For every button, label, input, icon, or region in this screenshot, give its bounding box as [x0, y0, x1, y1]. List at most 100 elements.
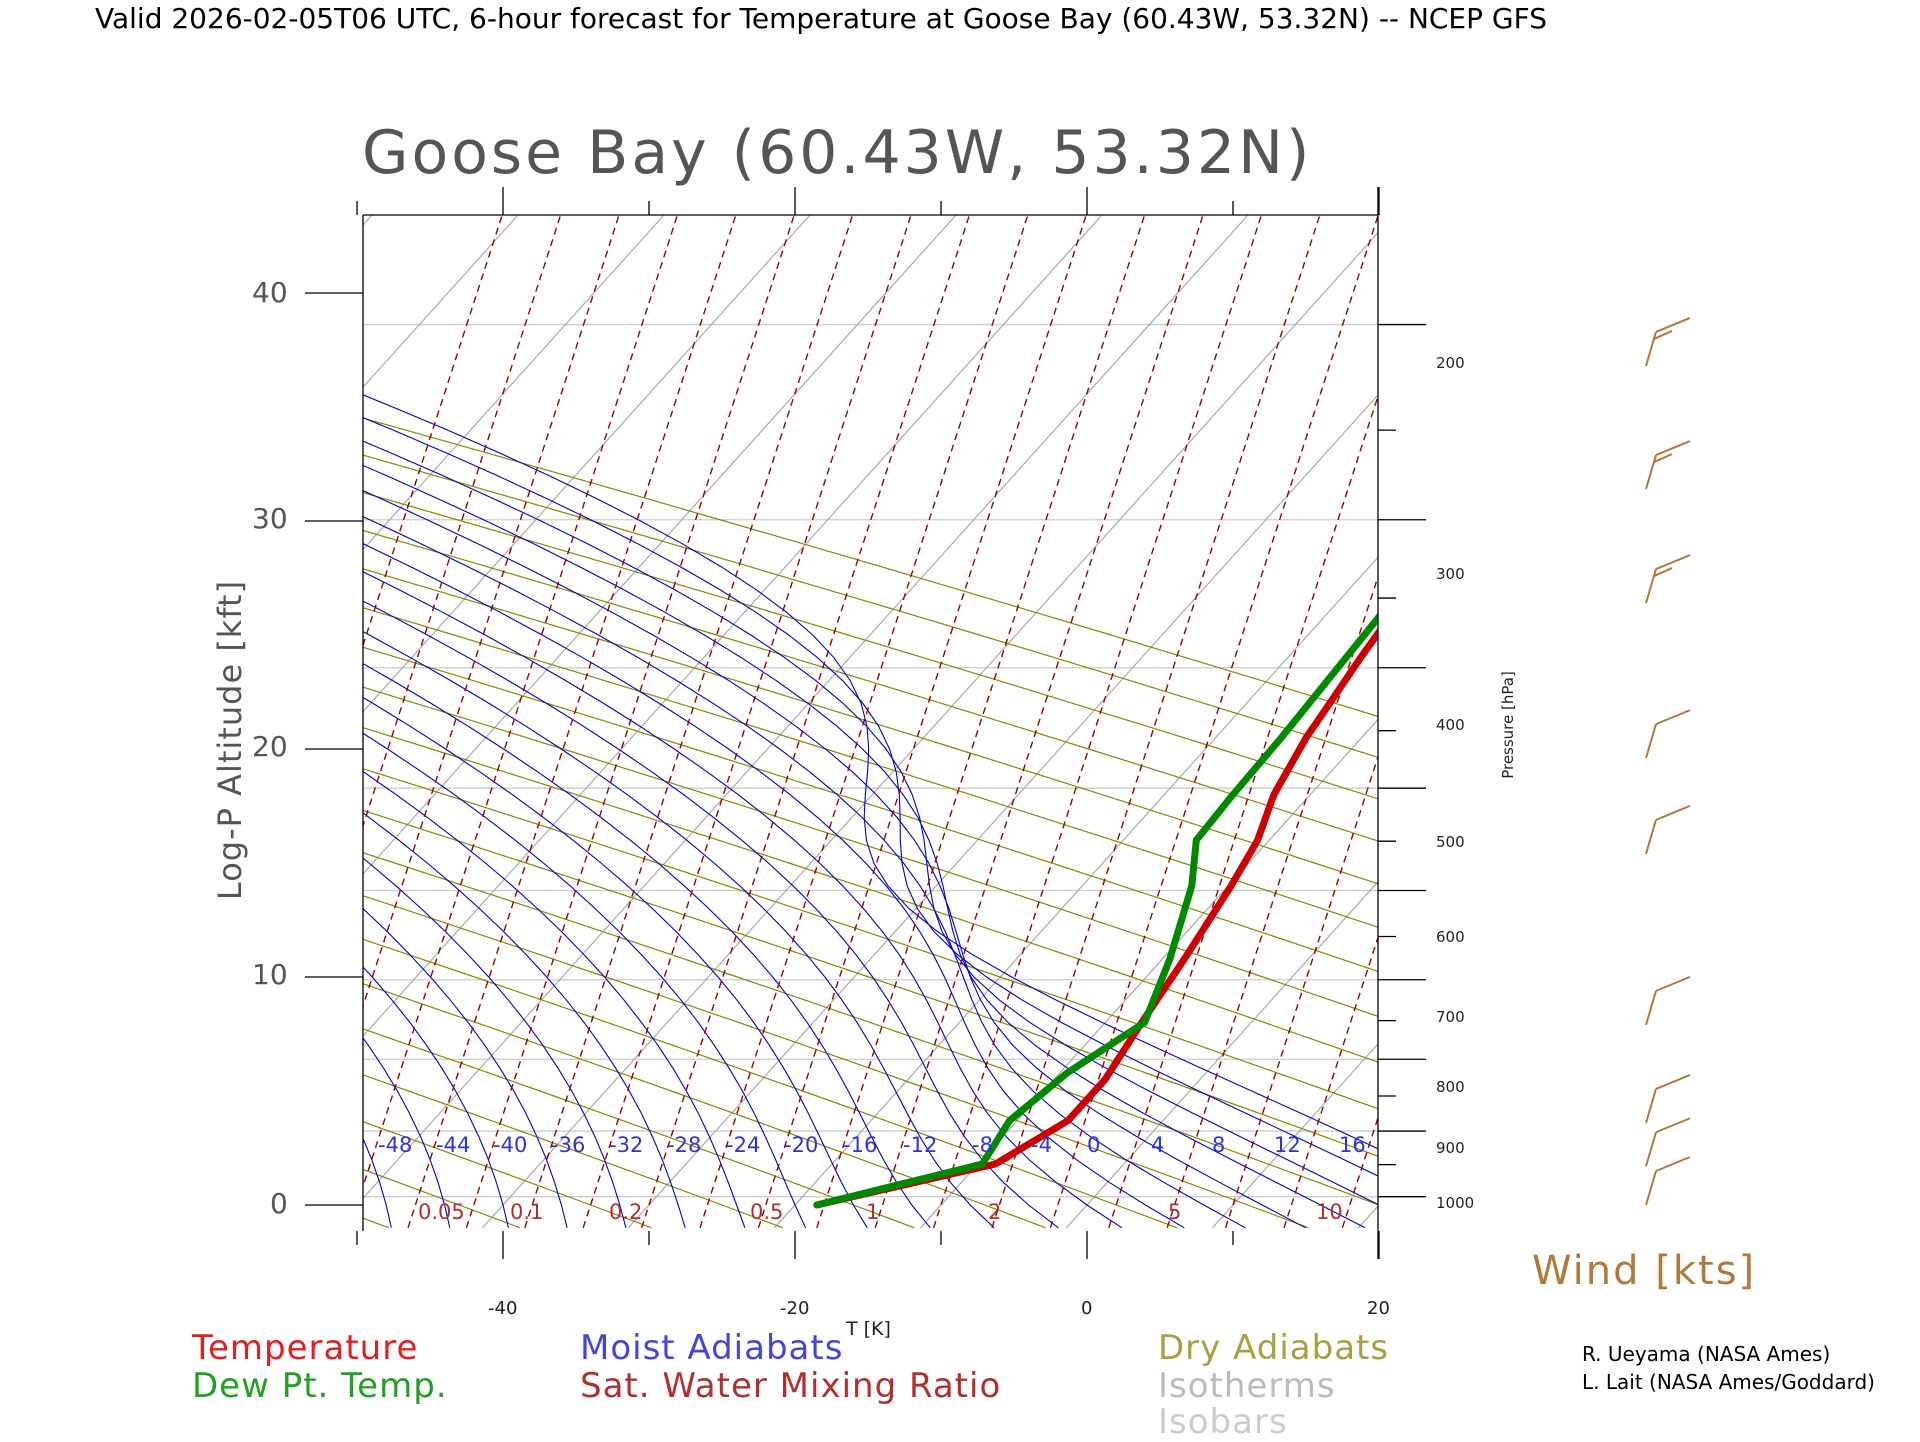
y-tick-label: 10 — [252, 958, 288, 991]
y-tick-label: 40 — [252, 276, 288, 309]
mixing-ratio-label: 10 — [1316, 1200, 1343, 1224]
dry-adiabat-line — [363, 417, 1378, 718]
moist-adiabat-label: -40 — [493, 1133, 528, 1157]
isotherm-line — [1504, 202, 1920, 1228]
moist-adiabat-line — [363, 966, 509, 1228]
wind-barb-flag — [1655, 804, 1691, 821]
wind-barb-staff — [1645, 990, 1657, 1026]
moist-adiabat-line — [363, 489, 1306, 1229]
moist-adiabat-label: 4 — [1151, 1133, 1165, 1157]
wind-barb-flag — [1655, 440, 1691, 457]
x-tick-label: -20 — [780, 1298, 810, 1319]
dry-adiabat-line — [363, 491, 1378, 800]
pressure-label: 800 — [1436, 1078, 1465, 1096]
wind-barb — [1645, 317, 1691, 367]
moist-adiabat-line — [363, 857, 627, 1228]
isotherm-line — [920, 718, 1378, 1229]
wind-barb-flag — [1655, 709, 1691, 726]
moist-adiabat-line — [363, 543, 1185, 1229]
moist-adiabat-line — [363, 907, 568, 1228]
wind-barb — [1645, 1073, 1691, 1124]
moist-adiabat-line — [363, 663, 931, 1229]
mixing-ratio-label: 1 — [866, 1200, 880, 1224]
dry-adiabat-line — [363, 454, 1378, 758]
mixing-ratio-label: 0.1 — [510, 1200, 544, 1224]
mixing-ratio-label: 0.5 — [750, 1200, 784, 1224]
pressure-label: 200 — [1436, 354, 1465, 372]
moist-adiabat-label: 16 — [1339, 1133, 1366, 1157]
moist-adiabat-line — [363, 516, 1246, 1229]
moist-adiabat-label: -4 — [1031, 1133, 1052, 1157]
legend-isobars: Isobars — [1158, 1402, 1288, 1442]
mixing-ratio-label: 0.2 — [609, 1200, 643, 1224]
mixing-ratio-label: 0.05 — [418, 1200, 465, 1224]
wind-barb-staff — [1645, 723, 1657, 759]
moist-adiabat-line — [363, 770, 746, 1228]
moist-adiabat-line — [363, 1037, 451, 1228]
moist-adiabat-line — [363, 464, 1366, 1229]
wind-barb-staff — [1645, 1170, 1657, 1206]
legend-wind: Wind [kts] — [1532, 1248, 1757, 1294]
temperature-profile — [813, 627, 1378, 1209]
isotherm-line — [363, 215, 665, 551]
wind-barb-flag — [1655, 554, 1691, 571]
wind-barb-flag — [1655, 1156, 1691, 1172]
legend-dewpoint: Dew Pt. Temp. — [192, 1366, 448, 1406]
pressure-label: 900 — [1436, 1139, 1465, 1157]
y-tick-label: 20 — [252, 730, 288, 763]
moist-adiabat-label: -44 — [436, 1133, 471, 1157]
wind-barb — [1645, 440, 1691, 490]
moist-adiabat-line — [363, 1137, 392, 1228]
mixing-ratio-label: 5 — [1168, 1200, 1182, 1224]
moist-adiabat-line — [363, 696, 868, 1229]
pressure-label: 500 — [1436, 833, 1465, 851]
legend-moist-adiabats: Moist Adiabats — [580, 1328, 844, 1368]
y-tick-label: 30 — [252, 502, 288, 535]
dry-adiabat-line — [0, 202, 126, 1228]
wind-barb — [1645, 554, 1691, 604]
moist-adiabat-line — [363, 416, 1378, 1177]
dry-adiabat-line — [363, 1217, 389, 1229]
wind-barb — [1645, 1156, 1691, 1206]
x-tick-label: 0 — [1081, 1298, 1093, 1319]
isotherm-line — [363, 215, 373, 226]
legend-mixing-ratio: Sat. Water Mixing Ratio — [580, 1366, 1002, 1406]
dry-adiabat-line — [363, 529, 1378, 842]
wind-barb-half — [1653, 453, 1673, 463]
mixing-ratio-line — [1576, 202, 1908, 1228]
pressure-label: 1000 — [1436, 1194, 1475, 1212]
isotherm-line — [1650, 202, 1920, 1228]
moist-adiabat-line — [0, 202, 333, 1228]
dry-adiabat-line — [363, 646, 1378, 973]
chart-title: Goose Bay (60.43W, 53.32N) — [362, 118, 1313, 188]
dry-adiabat-line — [363, 568, 1378, 885]
wind-barb — [1645, 1117, 1691, 1167]
pressure-label: 700 — [1436, 1008, 1465, 1026]
moist-adiabat-label: -32 — [609, 1133, 644, 1157]
dry-adiabat-line — [363, 852, 1378, 1206]
wind-barb-staff — [1645, 1131, 1657, 1167]
wind-barb-staff — [1645, 568, 1657, 604]
moist-adiabat-label: -8 — [972, 1133, 993, 1157]
x-tick-label: 20 — [1367, 1298, 1390, 1319]
moist-adiabat-label: -12 — [903, 1133, 938, 1157]
pressure-axis-label: Pressure [hPa] — [1499, 671, 1517, 779]
isotherm-line — [363, 215, 957, 875]
wind-barb — [1645, 975, 1691, 1026]
wind-barb-half — [1653, 567, 1673, 577]
dry-adiabat-line — [363, 895, 1309, 1229]
wind-barb — [1645, 804, 1691, 855]
pressure-label: 600 — [1436, 928, 1465, 946]
isotherm-line — [363, 215, 1103, 1038]
wind-barb-staff — [1645, 331, 1657, 367]
dry-adiabat-line — [363, 1028, 915, 1229]
moist-adiabat-label: 12 — [1274, 1133, 1301, 1157]
moist-adiabat-line — [363, 600, 1059, 1229]
moist-adiabat-line — [363, 732, 807, 1229]
moist-adiabat-label: -36 — [551, 1133, 586, 1157]
dry-adiabat-line — [363, 607, 1378, 928]
y-axis-label: Log-P Altitude [kft] — [211, 579, 249, 901]
dry-adiabat-line — [363, 809, 1378, 1157]
isotherm-line — [1212, 1042, 1378, 1229]
